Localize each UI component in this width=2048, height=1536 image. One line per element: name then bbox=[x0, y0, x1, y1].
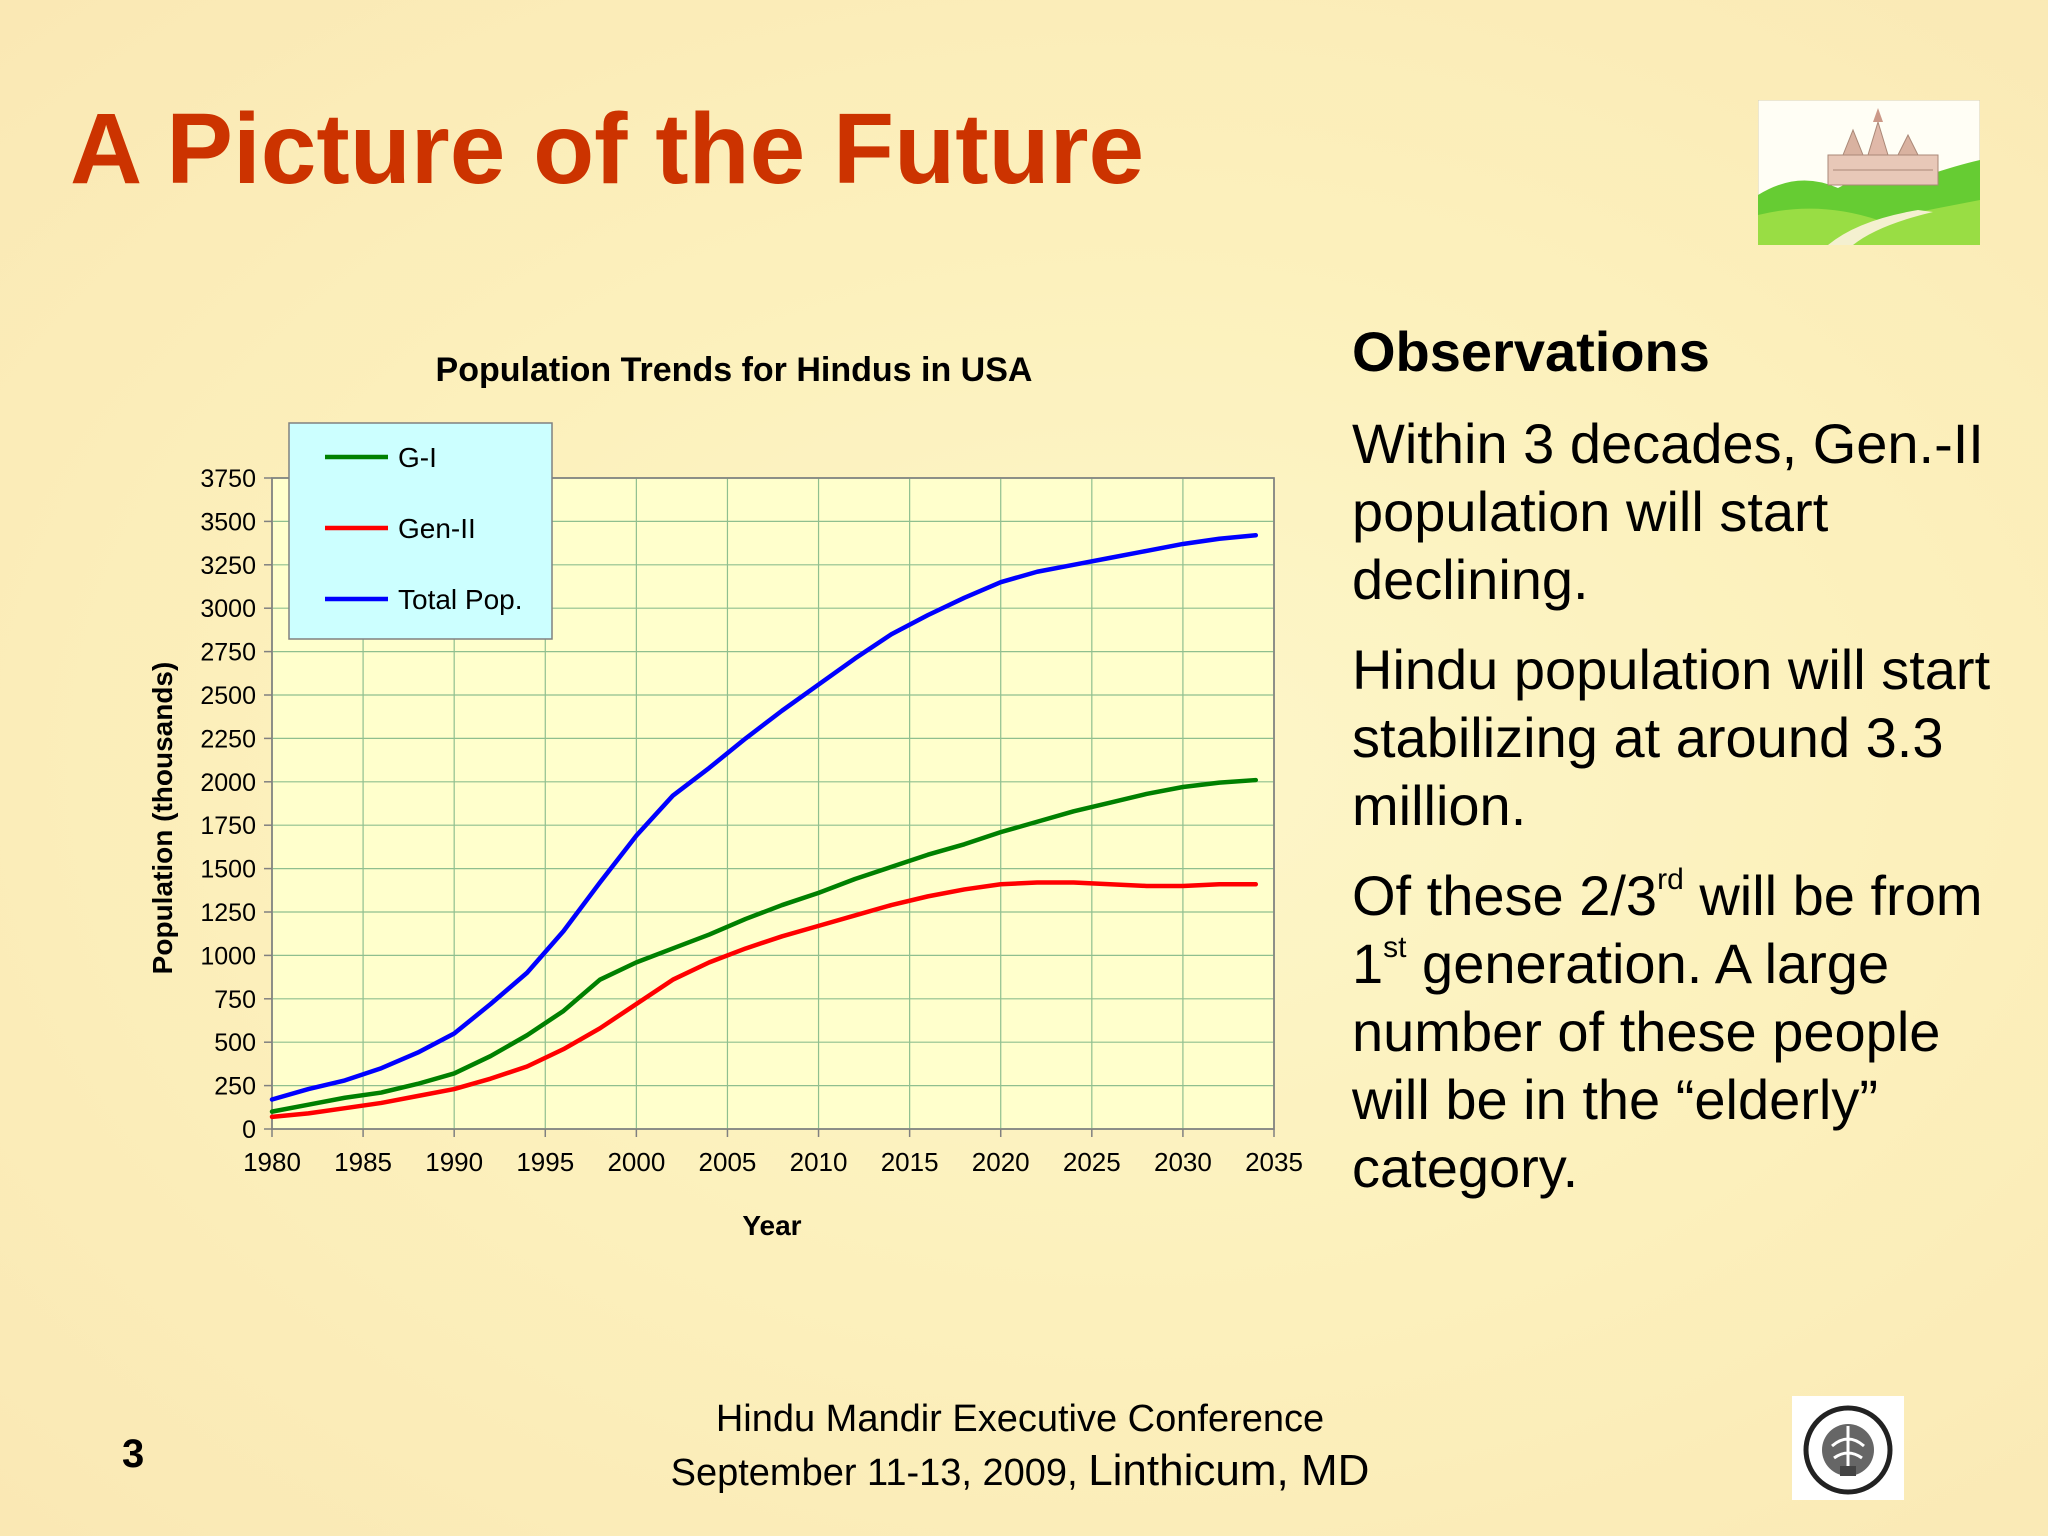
x-tick-label: 2010 bbox=[790, 1147, 848, 1177]
y-tick-label: 1750 bbox=[200, 812, 256, 840]
y-tick-label: 0 bbox=[242, 1116, 256, 1144]
chart-axes: 1980 1985 1990 1995 2000 2005 2010 2015 2020 2025… bbox=[200, 465, 1303, 1177]
x-tick-label: 2015 bbox=[881, 1147, 939, 1177]
legend-label: G-I bbox=[398, 442, 437, 473]
legend-label: Gen-II bbox=[398, 513, 476, 544]
observation-2: Hindu population will start stabilizing … bbox=[1352, 638, 1991, 837]
chart-legend: G-I Gen-II Total Pop. bbox=[288, 422, 553, 640]
legend-label: Total Pop. bbox=[398, 584, 523, 615]
y-tick-label: 2750 bbox=[200, 639, 256, 667]
chart-title: Population Trends for Hindus in USA bbox=[436, 351, 1033, 389]
y-tick-label: 3000 bbox=[200, 595, 256, 623]
y-tick-label: 2000 bbox=[200, 769, 256, 797]
plot-area bbox=[271, 477, 1275, 1130]
y-tick-label: 500 bbox=[214, 1029, 256, 1057]
y-tick-label: 1000 bbox=[200, 942, 256, 970]
y-tick-label: 750 bbox=[214, 986, 256, 1014]
y-axis-label: Population (thousands) bbox=[147, 662, 178, 975]
x-tick-label: 1980 bbox=[243, 1147, 301, 1177]
footer: Hindu Mandir Executive Conference Septem… bbox=[500, 1393, 1540, 1499]
chart-grid bbox=[271, 477, 1275, 1130]
plot-border bbox=[271, 477, 1275, 1130]
x-tick-label: 1985 bbox=[334, 1147, 392, 1177]
x-tick-label: 2005 bbox=[699, 1147, 757, 1177]
series-line-total-pop- bbox=[269, 533, 1259, 1102]
series-line-gen-ii bbox=[269, 880, 1259, 1120]
y-tick-label: 3500 bbox=[200, 508, 256, 536]
temple-illustration bbox=[1758, 100, 1980, 245]
x-axis-label: Year bbox=[742, 1210, 801, 1241]
y-tick-label: 3750 bbox=[200, 465, 256, 493]
slide-title: A Picture of the Future bbox=[70, 93, 1145, 205]
page-number: 3 bbox=[122, 1432, 145, 1476]
observations-panel: Observations Within 3 decades, Gen.-II p… bbox=[1352, 318, 2002, 1224]
footer-date-location: September 11-13, 2009, Linthicum, MD bbox=[670, 1446, 1370, 1495]
observation-1: Within 3 decades, Gen.-II population wil… bbox=[1352, 412, 1984, 611]
x-tick-label: 2035 bbox=[1245, 1147, 1303, 1177]
observation-3: Of these 2/3rd will be from 1st generati… bbox=[1352, 863, 1983, 1199]
x-tick-label: 1995 bbox=[516, 1147, 574, 1177]
y-tick-label: 1500 bbox=[200, 856, 256, 884]
y-tick-label: 2250 bbox=[200, 725, 256, 753]
footer-conference: Hindu Mandir Executive Conference bbox=[715, 1398, 1325, 1440]
y-tick-label: 3250 bbox=[200, 552, 256, 580]
vhp-logo-icon bbox=[1792, 1396, 1904, 1500]
x-tick-label: 1990 bbox=[425, 1147, 483, 1177]
x-tick-label: 2025 bbox=[1063, 1147, 1121, 1177]
x-tick-label: 2000 bbox=[607, 1147, 665, 1177]
series-line-g-i bbox=[269, 777, 1259, 1114]
y-tick-label: 1250 bbox=[200, 899, 256, 927]
x-tick-label: 2020 bbox=[972, 1147, 1030, 1177]
x-tick-label: 2030 bbox=[1154, 1147, 1212, 1177]
y-tick-label: 250 bbox=[214, 1073, 256, 1101]
y-tick-label: 2500 bbox=[200, 682, 256, 710]
observations-heading: Observations bbox=[1352, 320, 1710, 383]
chart-series bbox=[269, 533, 1259, 1120]
